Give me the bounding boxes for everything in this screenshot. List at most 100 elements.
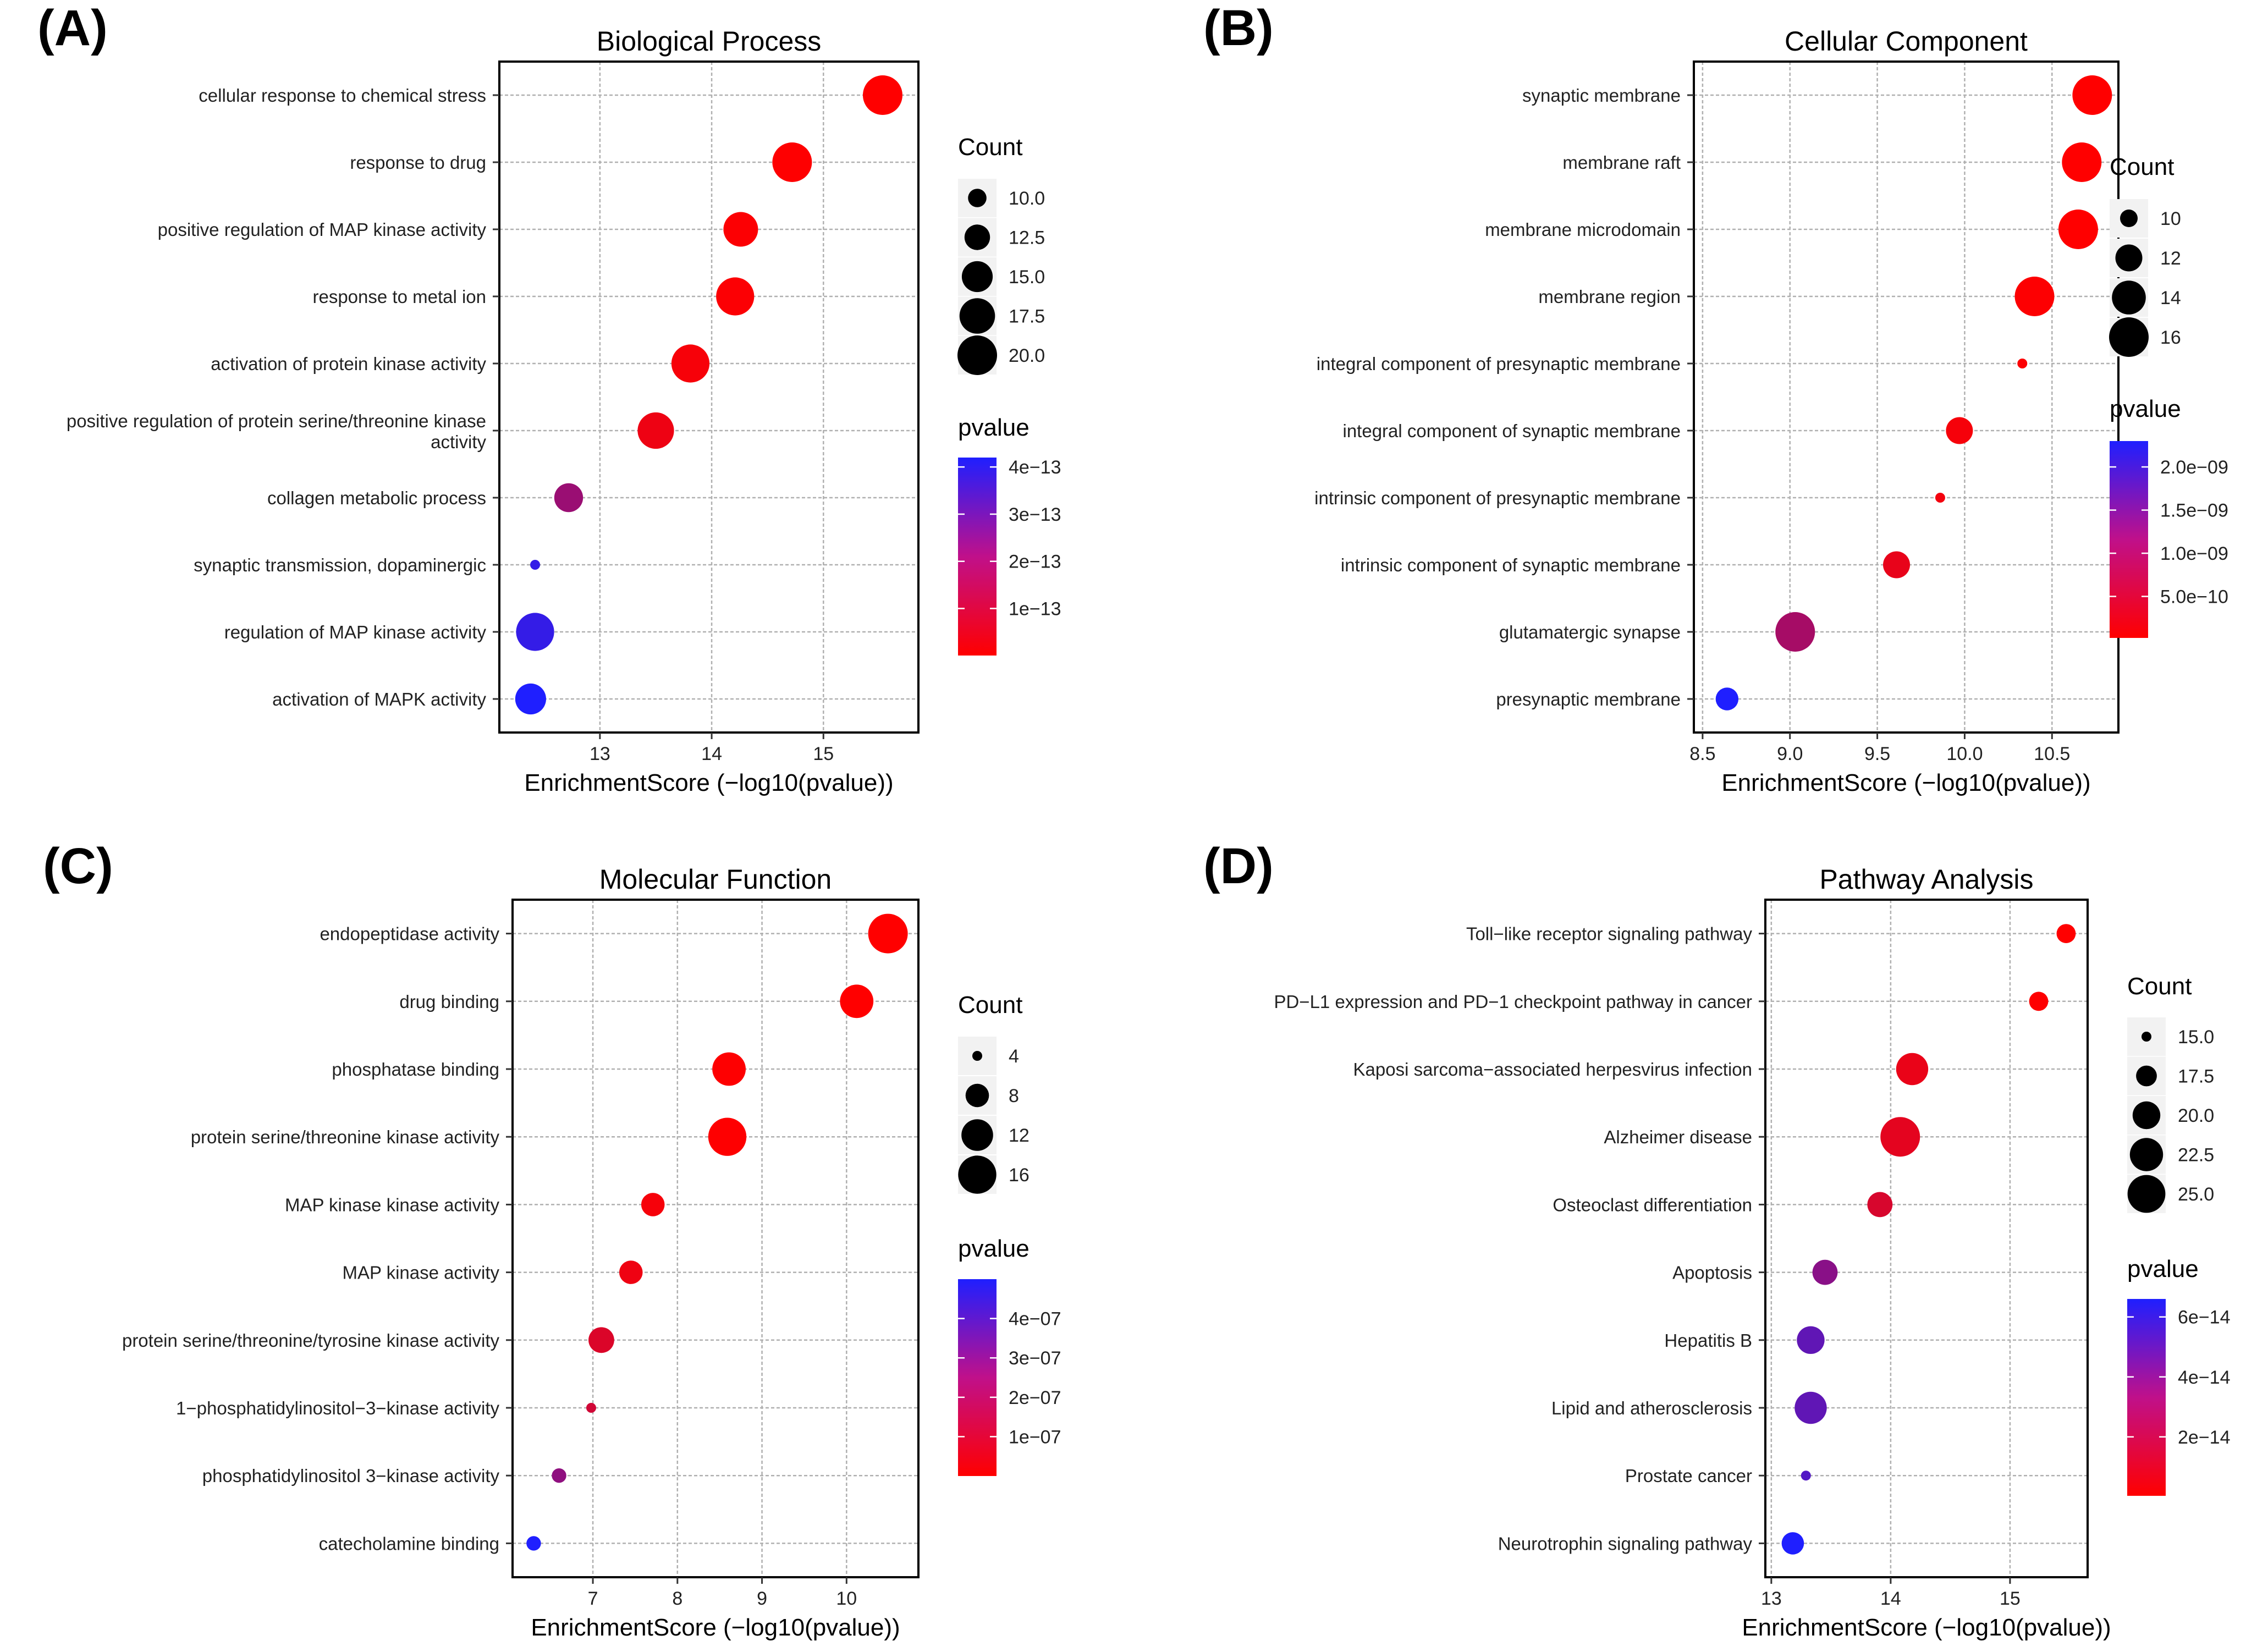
colorbar-tick-label: 1.5e−09	[2160, 500, 2228, 521]
panel-label: (A)	[37, 0, 108, 56]
x-tick-label: 8.5	[1689, 744, 1715, 764]
data-point	[641, 1193, 665, 1216]
legend-size-label: 10	[2160, 208, 2181, 229]
data-point	[637, 412, 674, 449]
data-point	[2014, 277, 2055, 316]
legend-size-label: 12	[2160, 248, 2181, 269]
x-tick-label: 8	[672, 1588, 682, 1609]
data-point	[530, 560, 541, 570]
legend-size-dot	[2109, 317, 2149, 357]
chart-title: Biological Process	[597, 26, 822, 57]
category-label: phosphatidylinositol 3−kinase activity	[202, 1466, 500, 1486]
colorbar-tick-label: 2e−14	[2178, 1427, 2231, 1448]
data-point	[2029, 992, 2049, 1011]
category-label: Kaposi sarcoma−associated herpesvirus in…	[1353, 1059, 1752, 1080]
legend-size-label: 22.5	[2178, 1145, 2214, 1166]
legend-size-label: 15.0	[1009, 267, 1045, 288]
category-label: Osteoclast differentiation	[1553, 1194, 1752, 1215]
colorbar-tick-label: 3e−07	[1009, 1348, 1061, 1369]
legend-count-title: Count	[958, 134, 1022, 161]
legend-size-dot	[2129, 1138, 2164, 1171]
data-point	[554, 483, 583, 513]
category-label: drug binding	[399, 992, 499, 1012]
x-tick-label: 15	[2000, 1588, 2021, 1609]
legend-size-label: 20.0	[2178, 1105, 2214, 1126]
legend-pvalue-title: pvalue	[2110, 395, 2181, 422]
data-point	[1867, 1192, 1893, 1218]
category-label: glutamatergic synapse	[1499, 622, 1681, 642]
data-point	[1935, 493, 1945, 503]
data-point	[2056, 924, 2076, 943]
data-point	[862, 75, 902, 115]
category-label: integral component of synaptic membrane	[1343, 421, 1681, 441]
data-point	[723, 212, 758, 247]
data-point	[1775, 612, 1815, 652]
data-point	[1896, 1053, 1929, 1086]
legend-pvalue-title: pvalue	[958, 414, 1030, 441]
x-tick-label: 14	[1880, 1588, 1901, 1609]
category-label: integral component of presynaptic membra…	[1317, 354, 1681, 374]
x-tick-label: 7	[588, 1588, 598, 1609]
colorbar-tick-label: 4e−14	[2178, 1367, 2231, 1388]
legend-size-dot	[972, 1051, 982, 1061]
colorbar	[2127, 1299, 2166, 1496]
data-point	[552, 1468, 566, 1483]
data-point	[671, 344, 710, 383]
legend-size-dot	[959, 298, 995, 334]
category-label: cellular response to chemical stress	[199, 85, 486, 106]
category-label: protein serine/threonine kinase activity	[191, 1127, 500, 1147]
data-point	[2072, 75, 2112, 115]
x-tick-label: 13	[1761, 1588, 1782, 1609]
legend-size-dot	[957, 335, 997, 375]
x-tick-label: 10	[836, 1588, 857, 1609]
legend-count-title: Count	[2127, 973, 2192, 1000]
x-tick-label: 9	[757, 1588, 767, 1609]
data-point	[868, 913, 908, 954]
data-point	[2017, 359, 2028, 368]
data-point	[840, 984, 874, 1018]
x-axis-label: EnrichmentScore (−log10(pvalue))	[524, 769, 893, 796]
category-label: Toll−like receptor signaling pathway	[1466, 924, 1753, 944]
chart-title: Cellular Component	[1785, 26, 2028, 57]
category-label: endopeptidase activity	[320, 924, 499, 944]
legend-size-label: 17.5	[2178, 1066, 2214, 1087]
category-label: response to drug	[350, 152, 486, 173]
category-label: intrinsic component of synaptic membrane	[1341, 555, 1681, 575]
x-tick-label: 9.0	[1777, 744, 1803, 764]
colorbar-tick-label: 5.0e−10	[2160, 587, 2228, 608]
panel-label: (C)	[43, 838, 113, 894]
x-tick-label: 9.5	[1864, 744, 1890, 764]
legend-size-label: 25.0	[2178, 1184, 2214, 1205]
category-label: collagen metabolic process	[267, 488, 486, 508]
legend-size-dot	[964, 224, 990, 250]
plot-frame	[511, 899, 920, 1578]
legend-size-dot	[2142, 1032, 2151, 1042]
data-point	[1946, 417, 1973, 444]
category-label: Prostate cancer	[1625, 1466, 1752, 1486]
legend-size-dot	[961, 261, 993, 293]
legend-size-label: 12.5	[1009, 228, 1045, 249]
legend-size-dot	[2112, 280, 2146, 315]
colorbar-tick-label: 2e−07	[1009, 1387, 1061, 1408]
legend-size-label: 12	[1009, 1125, 1030, 1146]
panel-label: (B)	[1203, 0, 1274, 56]
data-point	[516, 613, 554, 651]
data-point	[1812, 1259, 1838, 1285]
data-point	[619, 1260, 643, 1284]
legend-size-label: 20.0	[1009, 345, 1045, 366]
legend-pvalue-title: pvalue	[2127, 1255, 2199, 1282]
category-label: Lipid and atherosclerosis	[1551, 1398, 1752, 1418]
data-point	[586, 1403, 596, 1413]
x-axis-label: EnrichmentScore (−log10(pvalue))	[1742, 1614, 2111, 1641]
colorbar-tick-label: 1.0e−09	[2160, 543, 2228, 564]
legend-size-dot	[958, 1155, 997, 1194]
x-tick-label: 14	[701, 744, 722, 764]
data-point	[1781, 1532, 1804, 1555]
category-label: protein serine/threonine/tyrosine kinase…	[122, 1330, 500, 1351]
legend-size-label: 4	[1009, 1046, 1019, 1067]
colorbar-tick-label: 1e−07	[1009, 1427, 1061, 1447]
legend-size-label: 17.5	[1009, 306, 1045, 327]
data-point	[1794, 1391, 1827, 1424]
category-label: regulation of MAP kinase activity	[224, 622, 487, 642]
